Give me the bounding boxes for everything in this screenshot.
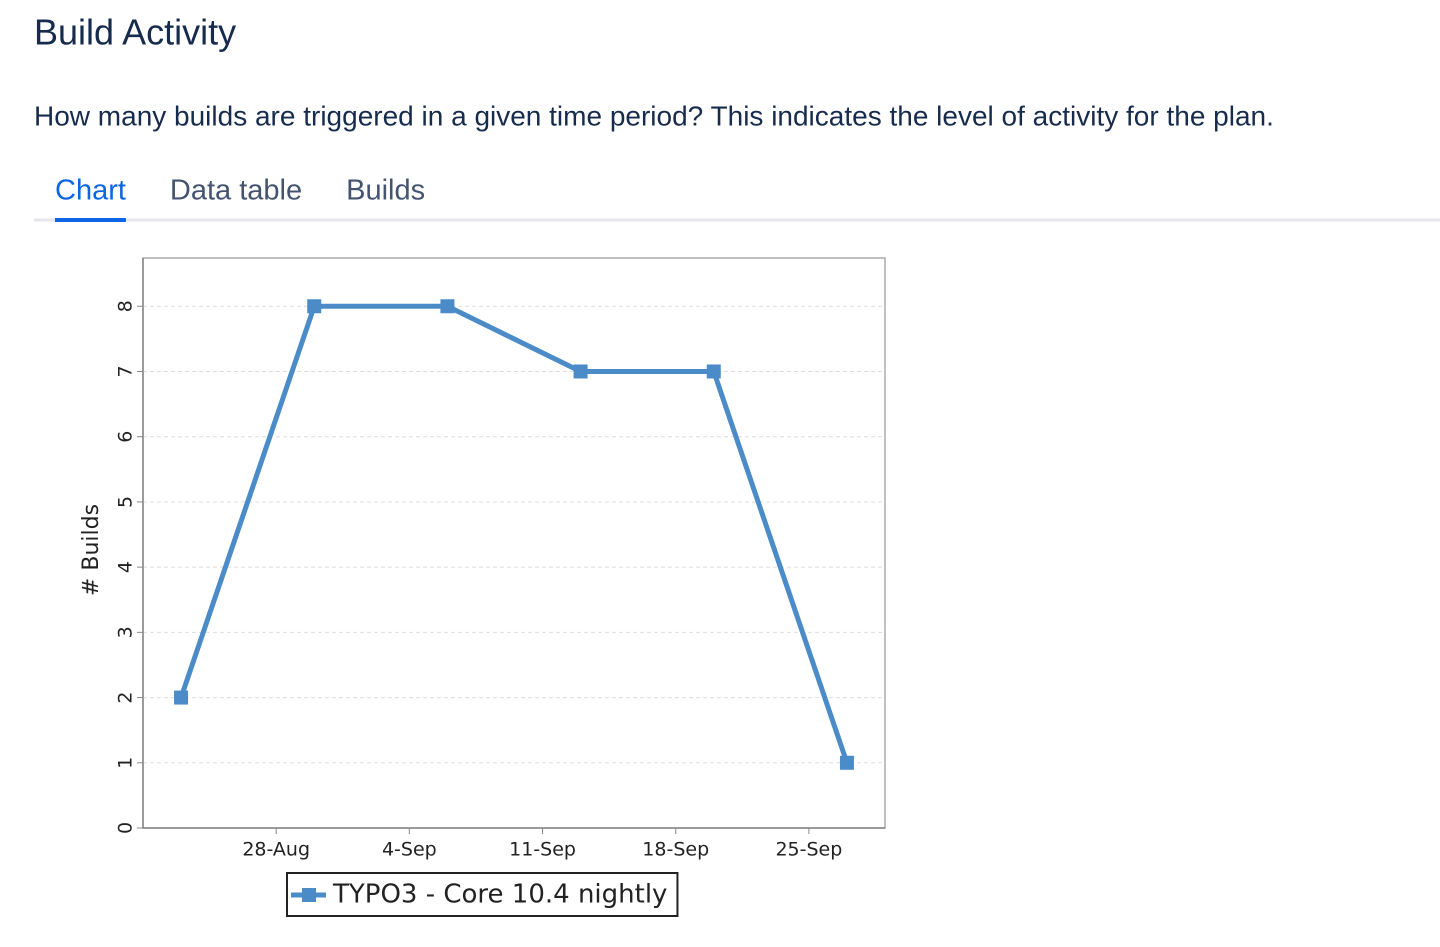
tab-bar: Chart Data table Builds [55, 175, 425, 222]
legend-label: TYPO3 - Core 10.4 nightly [332, 880, 667, 910]
tab[interactable]: Builds [346, 175, 425, 207]
data-point [839, 755, 854, 770]
page-description: How many builds are triggered in a given… [34, 100, 1274, 131]
data-point [174, 690, 189, 705]
y-tick-label: 4 [115, 561, 137, 573]
y-tick-label: 0 [115, 822, 137, 834]
y-tick-label: 8 [115, 300, 137, 312]
x-tick-label: 11-Sep [509, 839, 576, 861]
tab[interactable]: Data table [170, 175, 302, 207]
legend-box [286, 872, 679, 917]
x-tick-label: 4-Sep [382, 839, 437, 861]
tab-underline [55, 218, 126, 222]
y-tick-label: 7 [115, 365, 137, 377]
y-tick-label: 6 [115, 431, 137, 443]
legend: TYPO3 - Core 10.4 nightly [286, 872, 679, 917]
y-tick-label: 3 [115, 626, 137, 638]
y-axis-label: # Builds [79, 504, 104, 596]
data-point [307, 299, 322, 314]
y-tick-label: 1 [115, 757, 137, 769]
page-title: Build Activity [34, 12, 236, 53]
data-point [440, 299, 455, 314]
x-tick-label: 18-Sep [642, 839, 709, 861]
legend-marker [302, 888, 316, 902]
chart: 0 1 2 3 4 5 6 7 8 28-Aug 4-Sep 11-Sep 18-Sep 25-Sep # … [79, 257, 886, 917]
tab[interactable]: Chart [55, 175, 126, 207]
x-tick-label: 28-Aug [242, 839, 310, 861]
series-line [178, 303, 850, 764]
y-tick-label: 5 [115, 496, 137, 508]
data-point [706, 364, 721, 379]
data-point [573, 364, 588, 379]
y-tick-label: 2 [115, 692, 137, 704]
x-tick-label: 25-Sep [775, 839, 842, 861]
